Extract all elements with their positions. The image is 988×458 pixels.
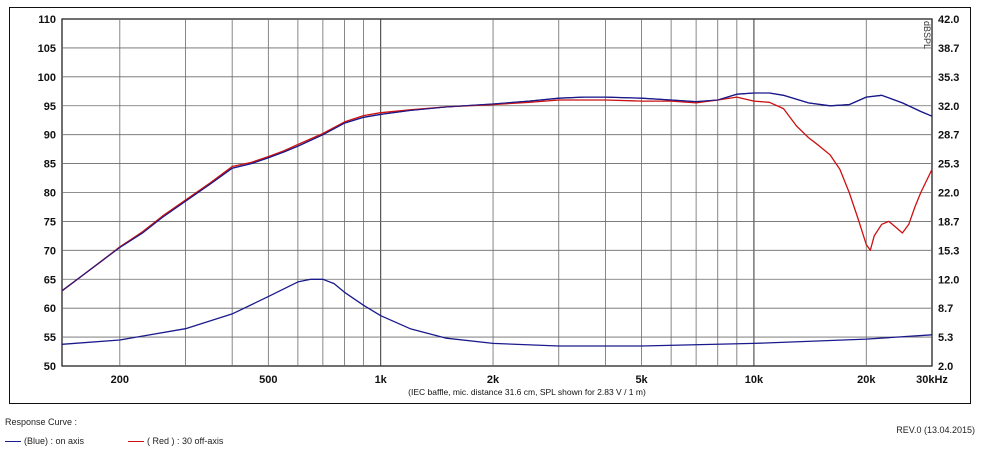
y-tick-label: 110 (38, 14, 56, 26)
legend-swatch-red (128, 440, 144, 442)
y2-tick-label: 12.0 (938, 274, 959, 286)
y-unit-label: dBSPL (922, 21, 932, 49)
x-tick-label: 10k (745, 374, 764, 386)
legend-title: Response Curve : (5, 417, 78, 427)
y-tick-label: 70 (44, 245, 56, 257)
legend-item-on-axis: (Blue) : on axis (5, 436, 84, 446)
x-tick-label: 20k (857, 374, 876, 386)
y2-tick-label: 42.0 (938, 14, 959, 26)
y-tick-label: 75 (44, 216, 56, 228)
series-line-on-axis-overlay (61, 92, 933, 292)
y2-tick-label: 25.3 (938, 159, 959, 171)
y-tick-label: 80 (44, 188, 56, 200)
x-tick-label: 500 (259, 374, 277, 386)
y2-tick-label: 18.7 (938, 216, 959, 228)
y2-tick-label: 38.7 (938, 43, 959, 55)
y2-tick-label: 15.3 (938, 245, 959, 257)
y2-tick-label: 2.0 (938, 361, 953, 373)
chart-frame (9, 7, 971, 404)
y-tick-label: 95 (44, 101, 56, 113)
legend-swatch-blue (5, 440, 21, 442)
y2-tick-label: 35.3 (938, 72, 959, 84)
y2-tick-label: 5.3 (938, 332, 953, 344)
series-line-impedance (61, 278, 933, 347)
y-tick-label: 90 (44, 130, 56, 142)
y-tick-label: 65 (44, 274, 56, 286)
x-tick-label: 30kHz (916, 374, 948, 386)
legend-label-on-axis: (Blue) : on axis (24, 436, 85, 446)
measurement-note: (IEC baffle, mic. distance 31.6 cm, SPL … (408, 387, 646, 397)
x-tick-label: 1k (375, 374, 388, 386)
y2-tick-label: 32.0 (938, 101, 959, 113)
y2-tick-label: 8.7 (938, 303, 953, 315)
y-tick-label: 55 (44, 332, 56, 344)
x-tick-label: 2k (487, 374, 500, 386)
y-tick-label: 60 (44, 303, 56, 315)
y-tick-label: 50 (44, 361, 56, 373)
y-tick-label: 85 (44, 159, 56, 171)
y-tick-label: 105 (38, 43, 56, 55)
legend-item-off-axis: ( Red ) : 30 off-axis (128, 436, 223, 446)
series-line-off-axis (61, 96, 933, 292)
y2-tick-label: 22.0 (938, 188, 959, 200)
revision-label: REV.0 (13.04.2015) (896, 425, 975, 435)
y-tick-label: 100 (38, 72, 56, 84)
legend-label-off-axis: ( Red ) : 30 off-axis (147, 436, 224, 446)
y2-tick-label: 28.7 (938, 130, 959, 142)
x-tick-label: 200 (111, 374, 129, 386)
x-tick-label: 5k (635, 374, 648, 386)
